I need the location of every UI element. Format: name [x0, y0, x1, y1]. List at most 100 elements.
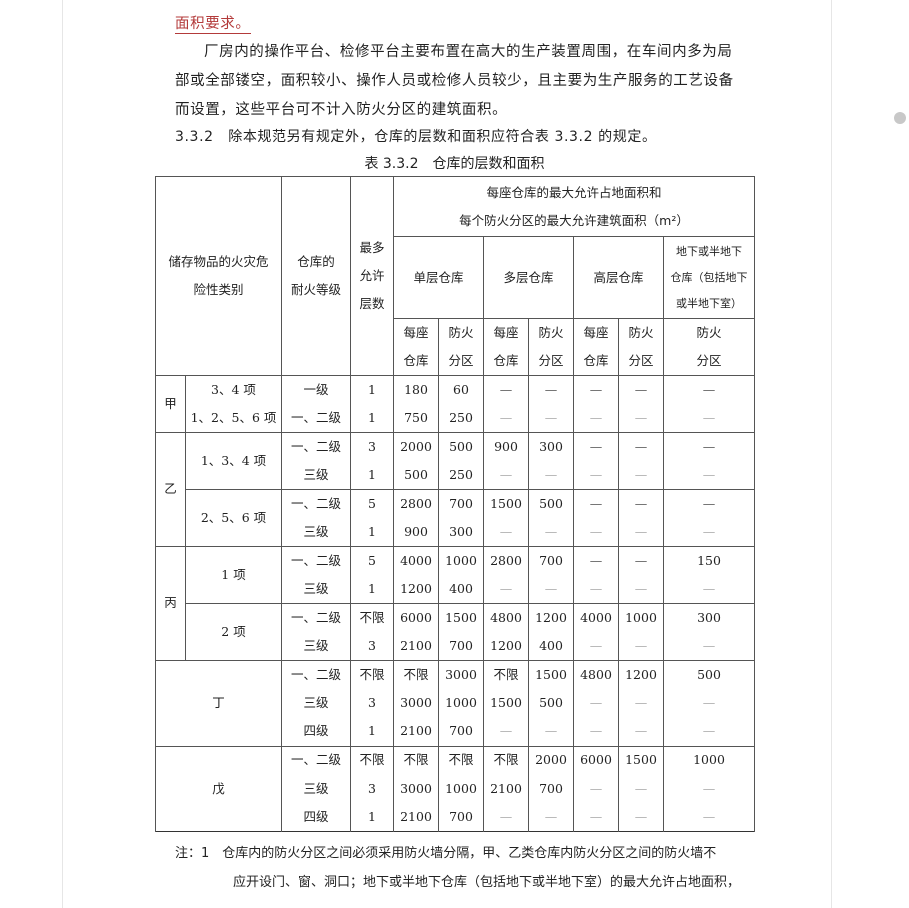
cell-value: — [483, 717, 529, 746]
cell-value: 400 [528, 632, 574, 661]
cell-value: 4800 [573, 660, 619, 689]
cell-value: 500 [528, 689, 574, 718]
cell-value: 2100 [393, 632, 439, 661]
cell-value: — [573, 632, 619, 661]
table-row: 三级 1 900 300— — — — — [156, 518, 755, 547]
header-multi: 多层仓库 [483, 236, 574, 319]
cell-floors: 1 [350, 461, 394, 490]
cell-value: — [483, 461, 529, 490]
cell-value: 2100 [483, 774, 529, 803]
cell-value: 2800 [393, 489, 439, 518]
cell-value: 6000 [573, 745, 619, 775]
header-fire-zone: 防火 分区 [438, 318, 484, 376]
cell-value: 250 [438, 461, 484, 490]
cell-floors: 3 [350, 432, 394, 461]
cell-value: 不限 [438, 745, 484, 775]
cell-sub-item: 3、4 项 [185, 375, 282, 404]
table-row: 四级 1 2100 700— — — — — [156, 803, 755, 832]
cell-value: 3000 [393, 689, 439, 718]
cell-value: 700 [438, 489, 484, 518]
cell-floors: 不限 [350, 660, 394, 689]
cell-grade: 一、二级 [281, 660, 351, 689]
header-category: 储存物品的火灾危 险性类别 [155, 176, 282, 376]
cell-value: — [663, 461, 755, 490]
cell-value: — [618, 774, 664, 803]
cell-floors: 1 [350, 803, 394, 832]
cell-value: 150 [663, 546, 755, 575]
table-row: 戊一、二级 不限 不限 不限 不限 2000 6000 1500 1000 [155, 745, 755, 832]
cell-grade: 一、二级 [281, 432, 351, 461]
cell-value: 3000 [393, 774, 439, 803]
cell-value: 700 [438, 717, 484, 746]
cell-value: — [663, 518, 755, 547]
table-row: 乙 1、3、4 项一、二级 3 2000 500 900 300— — — [155, 432, 755, 547]
cell-value: — [483, 803, 529, 832]
cell-value: — [663, 632, 755, 661]
cell-floors: 不限 [350, 603, 394, 632]
cell-value: — [618, 632, 664, 661]
cell-value: — [618, 546, 664, 575]
paragraph-line: 部或全部镂空，面积较小、操作人员或检修人员较少，且主要为生产服务的工艺设备 [175, 73, 734, 89]
cell-grade: 一级 [281, 375, 351, 404]
cell-value: — [618, 489, 664, 518]
cell-category: 丙 [155, 546, 186, 661]
table-row: 三级 1 1200 400— — — — — [156, 575, 755, 604]
cell-value: 4800 [483, 603, 529, 632]
cell-value: — [663, 803, 755, 832]
header-fire-zone: 防火 分区 [663, 318, 755, 376]
cell-value: — [618, 575, 664, 604]
cell-value: 1500 [483, 489, 529, 518]
cell-value: — [573, 518, 619, 547]
cell-value: — [618, 461, 664, 490]
cell-value: 4000 [573, 603, 619, 632]
cell-value: 1000 [438, 689, 484, 718]
cell-floors: 3 [350, 689, 394, 718]
cell-category: 甲 [155, 375, 186, 433]
heading-tail: 面积要求。 [175, 12, 251, 34]
cell-floors: 5 [350, 546, 394, 575]
header-grade: 仓库的 耐火等级 [281, 176, 351, 376]
cell-grade: 三级 [281, 689, 351, 718]
cell-value: — [618, 404, 664, 433]
cell-grade: 三级 [281, 518, 351, 547]
cell-value: — [618, 689, 664, 718]
table-row: 三级 3 3000 1000 1500 500— — — [156, 689, 755, 718]
header-per-building: 每座 仓库 [483, 318, 529, 376]
cell-value: 750 [393, 404, 439, 433]
cell-value: — [618, 432, 664, 461]
cell-floors: 1 [350, 575, 394, 604]
cell-value: 700 [528, 774, 574, 803]
cell-value: — [573, 489, 619, 518]
cell-value: — [618, 717, 664, 746]
cell-value: 4000 [393, 546, 439, 575]
cell-value: — [483, 575, 529, 604]
table-row: 2 项一、二级 不限 6000 1500 4800 1200 4000 1000 300 [156, 603, 755, 661]
cell-value: — [573, 689, 619, 718]
cell-value: — [483, 518, 529, 547]
table-row: 三级 3 2100 700 1200 400— — — [156, 632, 755, 661]
cell-grade: 一、二级 [281, 489, 351, 518]
cell-value: 6000 [393, 603, 439, 632]
cell-value: 2000 [528, 745, 574, 775]
cell-value: — [663, 375, 755, 404]
cell-value: — [528, 518, 574, 547]
header-area-group: 每座仓库的最大允许占地面积和 每个防火分区的最大允许建筑面积（m²） [393, 176, 755, 237]
cell-value: 500 [438, 432, 484, 461]
cell-value: 60 [438, 375, 484, 404]
cell-value: — [618, 375, 664, 404]
cell-grade: 一、二级 [281, 745, 351, 775]
cell-value: 2000 [393, 432, 439, 461]
cell-value: — [483, 404, 529, 433]
table-row: 甲 3、4 项一级 1 180 60— — — — — [155, 375, 755, 433]
header-per-building: 每座 仓库 [573, 318, 619, 376]
header-fire-zone: 防火 分区 [618, 318, 664, 376]
scrollbar-thumb[interactable] [894, 112, 906, 124]
cell-floors: 1 [350, 375, 394, 404]
table-row: 1、2、5、6 项一、二级 1 750 250— — — — — [156, 404, 755, 433]
cell-value: — [663, 575, 755, 604]
cell-value: 900 [393, 518, 439, 547]
cell-floors: 不限 [350, 745, 394, 775]
cell-value: 1200 [618, 660, 664, 689]
cell-sub-item: 2、5、6 项 [185, 489, 282, 547]
